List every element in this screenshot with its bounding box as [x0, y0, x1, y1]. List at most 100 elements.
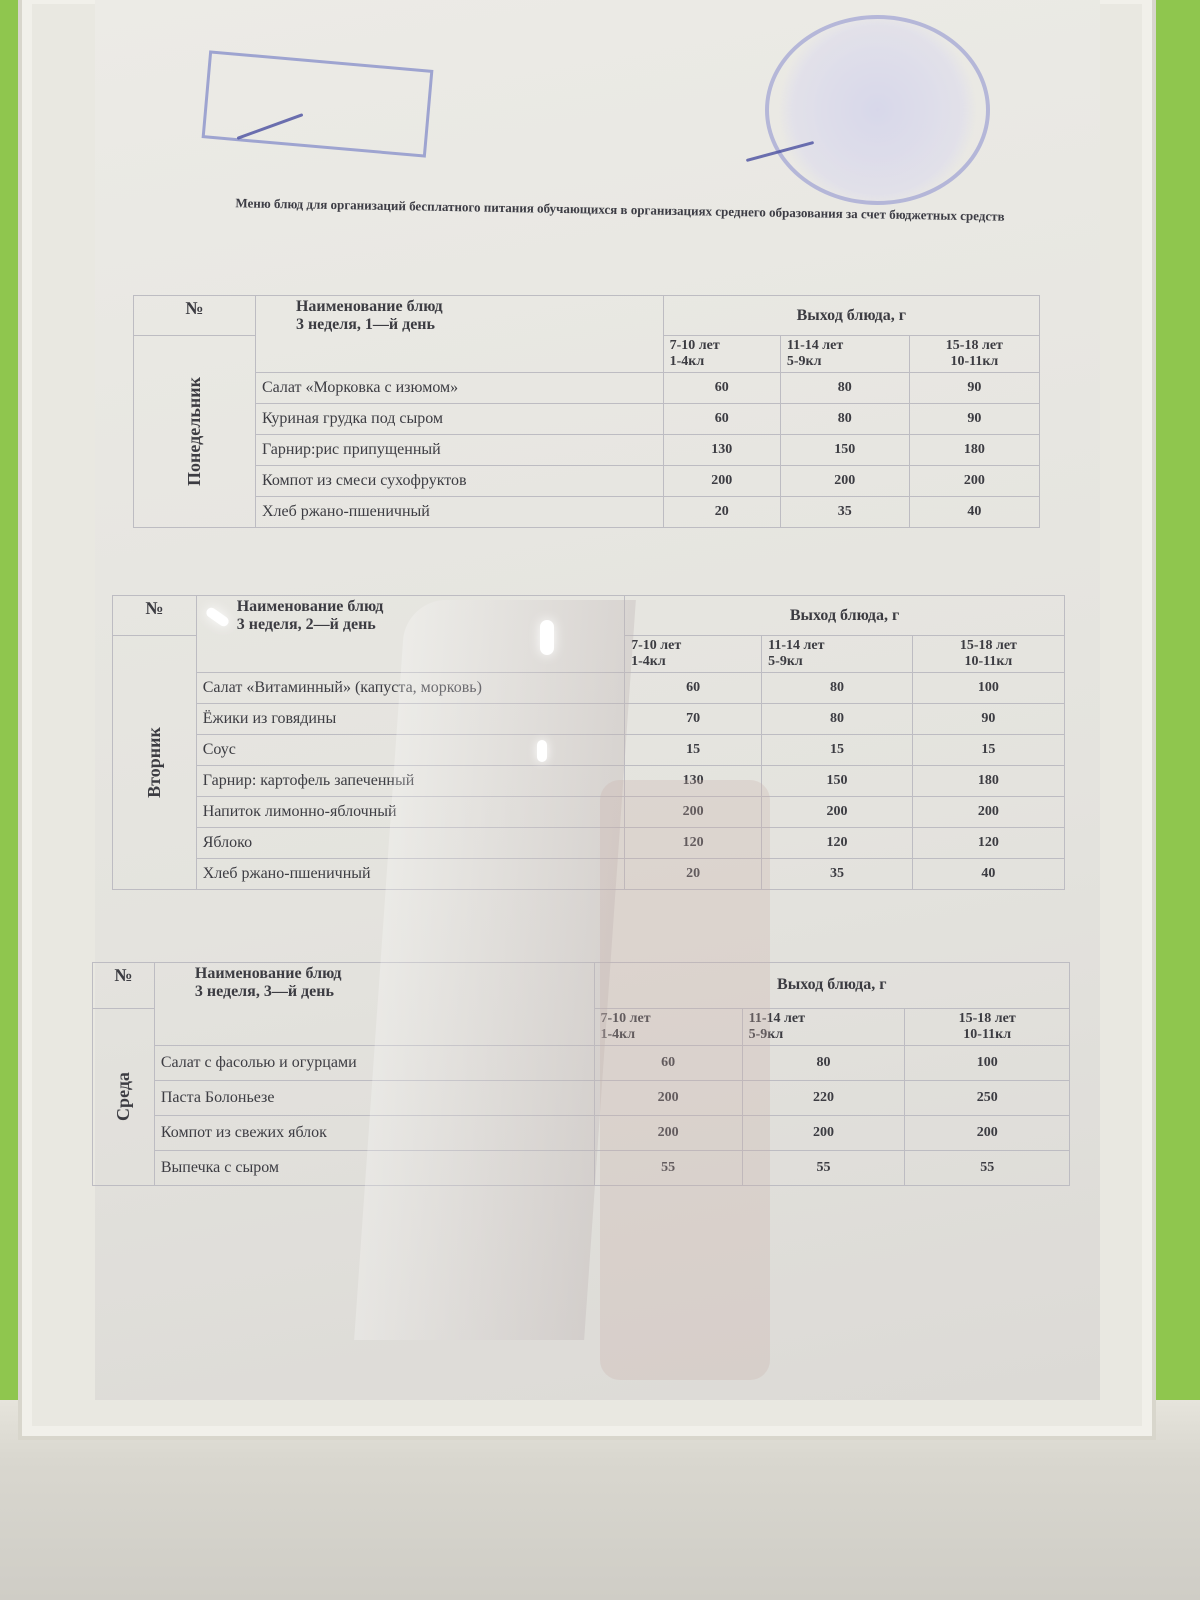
dish-name: Выпечка с сыром: [153, 1149, 595, 1186]
portion-grams: 70: [624, 703, 763, 736]
dish-name: Напиток лимонно-яблочный: [195, 796, 626, 829]
yield-header: Выход блюда, г: [624, 594, 1065, 637]
portion-grams: 60: [593, 1044, 743, 1081]
grade-range: 5-9кл: [768, 654, 803, 670]
table-row: Хлеб ржано-пшеничный 20 35 40: [113, 858, 1066, 891]
age-group-header: 15-18 лет 10-11кл: [911, 635, 1066, 674]
table-row: Компот из смеси сухофруктов 200 200 200: [134, 465, 1041, 498]
portion-grams: 200: [662, 465, 781, 498]
portion-grams: 150: [761, 765, 913, 798]
menu-table: № Наименование блюд 3 неделя, 1—й день Вы…: [133, 294, 1041, 529]
portion-grams: 55: [593, 1149, 743, 1186]
age-range: 7-10 лет: [669, 338, 720, 354]
portion-grams: 15: [761, 734, 913, 767]
weekday-cell: Вторник: [112, 635, 197, 891]
portion-grams: 200: [904, 1114, 1070, 1151]
portion-grams: 80: [779, 372, 910, 405]
portion-grams: 90: [908, 372, 1041, 405]
portion-grams: 120: [761, 827, 913, 860]
age-group-header: 11-14 лет 5-9кл: [761, 635, 913, 674]
portion-grams: 40: [911, 858, 1066, 891]
portion-grams: 40: [908, 496, 1041, 529]
age-range: 11-14 лет: [768, 638, 825, 654]
table-row: Соус 15 15 15: [113, 734, 1066, 767]
portion-grams: 150: [779, 434, 910, 467]
weekday-label: Среда: [112, 1072, 133, 1121]
dish-name-header: Наименование блюд 3 неделя, 3—й день: [153, 962, 595, 1046]
weekday-label: Понедельник: [183, 377, 204, 487]
dish-name: Компот из смеси сухофруктов: [254, 465, 664, 498]
portion-grams: 80: [779, 403, 910, 436]
portion-grams: 55: [904, 1149, 1070, 1186]
weekday-cell: Среда: [92, 1007, 155, 1186]
table-row: Хлеб ржано-пшеничный 20 35 40: [134, 496, 1041, 529]
age-group-header: 11-14 лет 5-9кл: [779, 335, 910, 374]
portion-grams: 80: [761, 703, 913, 736]
weekday-cell: Понедельник: [133, 335, 256, 529]
portion-grams: 180: [908, 434, 1041, 467]
portion-grams: 200: [593, 1114, 743, 1151]
table-row: Гарнир:рис припущенный 130 150 180: [134, 434, 1041, 467]
age-group-header: 7-10 лет 1-4кл: [624, 635, 763, 674]
portion-grams: 200: [761, 796, 913, 829]
dish-name-header-label: Наименование блюд: [295, 298, 443, 315]
number-header: №: [112, 594, 197, 637]
dish-name-header-label: Наименование блюд: [236, 598, 384, 615]
portion-grams: 80: [761, 672, 913, 705]
dish-name: Хлеб ржано-пшеничный: [195, 858, 626, 891]
yield-header: Выход блюда, г: [662, 294, 1041, 337]
number-header: №: [133, 294, 256, 337]
table-row: Ёжики из говядины 70 80 90: [113, 703, 1066, 736]
age-group-header: 15-18 лет 10-11кл: [904, 1007, 1070, 1046]
portion-grams: 130: [662, 434, 781, 467]
round-seal-right: [765, 15, 990, 205]
portion-grams: 60: [662, 403, 781, 436]
dish-name: Куриная грудка под сыром: [254, 403, 664, 436]
age-range: 7-10 лет: [600, 1010, 651, 1026]
week-day-label: 3 неделя, 2—й день: [236, 616, 376, 633]
portion-grams: 35: [761, 858, 913, 891]
age-range: 15-18 лет: [945, 338, 1003, 354]
portion-grams: 20: [624, 858, 763, 891]
dish-name: Салат «Витаминный» (капуста, морковь): [195, 672, 626, 705]
dish-name-header: Наименование блюд 3 неделя, 1—й день: [254, 294, 664, 374]
age-range: 7-10 лет: [631, 638, 682, 654]
grade-range: 10-11кл: [964, 654, 1013, 670]
table-row: Выпечка с сыром 55 55 55: [93, 1149, 1070, 1186]
portion-grams: 80: [741, 1044, 906, 1081]
portion-grams: 200: [741, 1114, 906, 1151]
portion-grams: 200: [779, 465, 910, 498]
dish-name: Паста Болоньезе: [153, 1079, 595, 1116]
week-day-label: 3 неделя, 1—й день: [295, 316, 435, 333]
weekday-label: Вторник: [143, 727, 164, 799]
portion-grams: 120: [911, 827, 1066, 860]
week-day-label: 3 неделя, 3—й день: [194, 983, 334, 1000]
portion-grams: 60: [662, 372, 781, 405]
grade-range: 1-4кл: [669, 354, 705, 370]
portion-grams: 35: [779, 496, 910, 529]
table-row: Напиток лимонно-яблочный 200 200 200: [113, 796, 1066, 829]
dish-name: Салат с фасолью и огурцами: [153, 1044, 595, 1081]
portion-grams: 100: [904, 1044, 1070, 1081]
grade-range: 10-11кл: [963, 1026, 1012, 1042]
menu-table: № Наименование блюд 3 неделя, 3—й день Вы…: [92, 962, 1071, 1186]
yield-header: Выход блюда, г: [593, 962, 1071, 1009]
table-row: Салат с фасолью и огурцами 60 80 100: [93, 1044, 1070, 1081]
table-row: Салат «Морковка с изюмом» 60 80 90: [134, 372, 1041, 405]
portion-grams: 130: [624, 765, 763, 798]
table-row: Куриная грудка под сыром 60 80 90: [134, 403, 1041, 436]
age-range: 15-18 лет: [959, 638, 1017, 654]
portion-grams: 90: [911, 703, 1066, 736]
portion-grams: 15: [624, 734, 763, 767]
portion-grams: 200: [908, 465, 1041, 498]
menu-table: № Наименование блюд 3 неделя, 2—й день Вы…: [112, 594, 1066, 891]
age-group-header: 7-10 лет 1-4кл: [593, 1007, 743, 1046]
portion-grams: 180: [911, 765, 1066, 798]
dish-name: Салат «Морковка с изюмом»: [254, 372, 664, 405]
portion-grams: 20: [662, 496, 781, 529]
dish-name: Соус: [195, 734, 626, 767]
grade-range: 5-9кл: [748, 1026, 784, 1042]
dish-name: Ёжики из говядины: [195, 703, 626, 736]
portion-grams: 60: [624, 672, 763, 705]
table-row: Гарнир: картофель запеченный 130 150 180: [113, 765, 1066, 798]
